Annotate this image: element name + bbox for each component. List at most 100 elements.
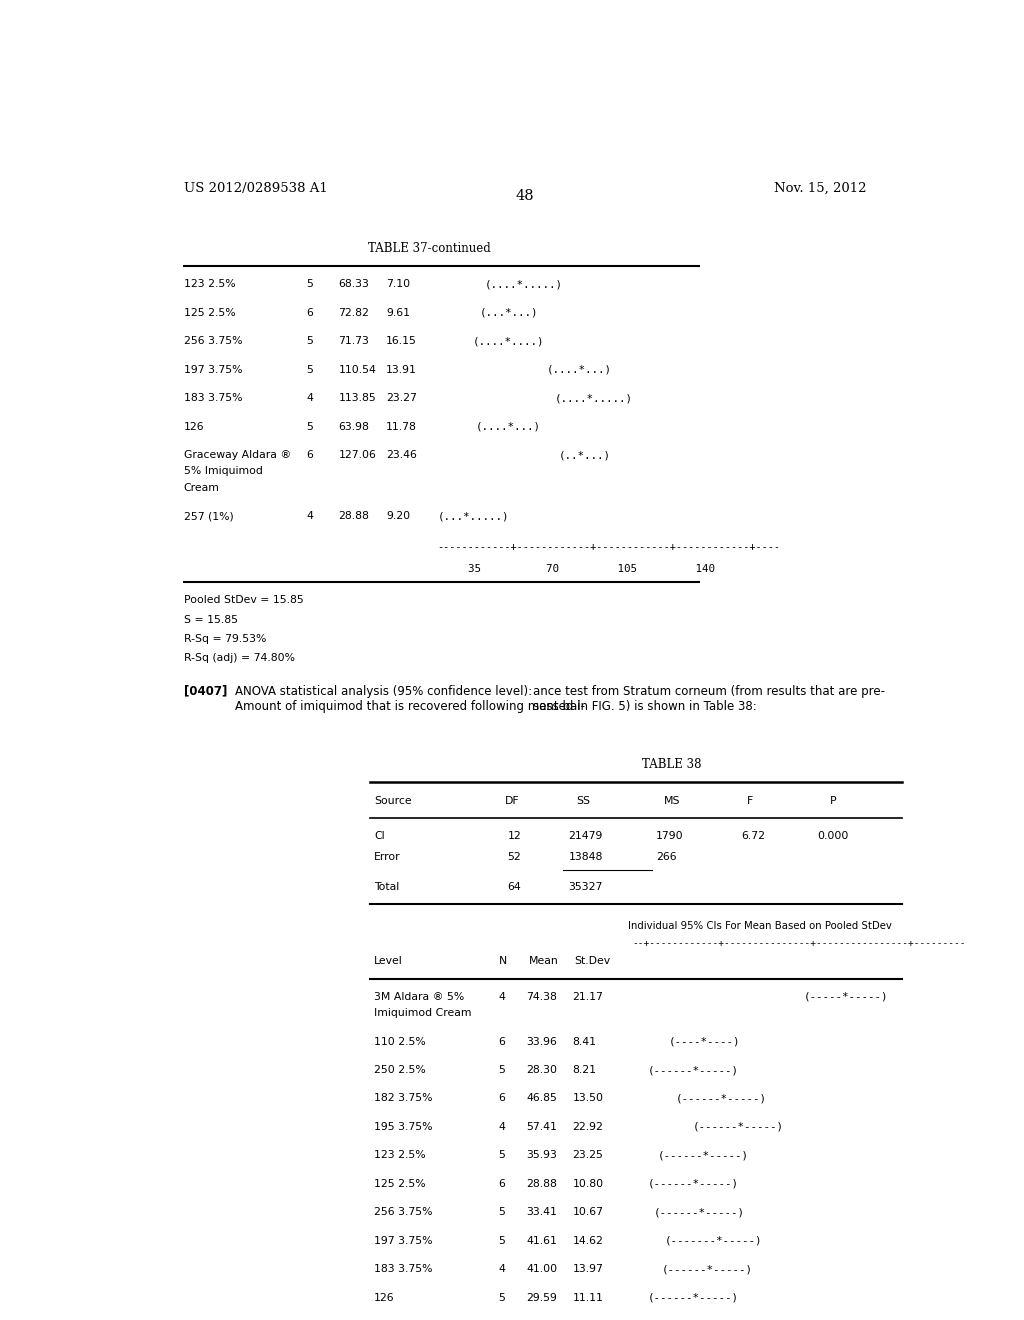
Text: 41.00: 41.00 xyxy=(526,1265,557,1274)
Text: 6: 6 xyxy=(306,450,313,461)
Text: Nov. 15, 2012: Nov. 15, 2012 xyxy=(773,182,866,195)
Text: 72.82: 72.82 xyxy=(338,308,370,318)
Text: ------------+------------+------------+------------+----: ------------+------------+------------+-… xyxy=(437,541,780,552)
Text: (..*...): (..*...) xyxy=(559,450,611,461)
Text: 5: 5 xyxy=(499,1236,506,1246)
Text: MS: MS xyxy=(664,796,680,805)
Text: (....*...): (....*...) xyxy=(475,421,541,432)
Text: 5: 5 xyxy=(306,337,313,346)
Text: (------*-----): (------*-----) xyxy=(648,1292,738,1303)
Text: Individual 95% CIs For Mean Based on Pooled StDev: Individual 95% CIs For Mean Based on Poo… xyxy=(629,921,892,931)
Text: 13.50: 13.50 xyxy=(572,1093,603,1104)
Text: 125 2.5%: 125 2.5% xyxy=(374,1179,426,1189)
Text: 5: 5 xyxy=(306,364,313,375)
Text: 6: 6 xyxy=(499,1036,506,1047)
Text: 183 3.75%: 183 3.75% xyxy=(374,1265,432,1274)
Text: 126: 126 xyxy=(374,1292,394,1303)
Text: 48: 48 xyxy=(515,189,535,203)
Text: Imiquimod Cream: Imiquimod Cream xyxy=(374,1008,471,1018)
Text: 5% Imiquimod: 5% Imiquimod xyxy=(183,466,262,477)
Text: 6: 6 xyxy=(306,308,313,318)
Text: Graceway Aldara ®: Graceway Aldara ® xyxy=(183,450,291,461)
Text: R-Sq (adj) = 74.80%: R-Sq (adj) = 74.80% xyxy=(183,653,295,664)
Text: 7.10: 7.10 xyxy=(386,280,410,289)
Text: 9.20: 9.20 xyxy=(386,511,410,521)
Text: 126: 126 xyxy=(183,421,204,432)
Text: 5: 5 xyxy=(499,1151,506,1160)
Text: Cl: Cl xyxy=(374,832,385,841)
Text: 4: 4 xyxy=(499,1122,506,1133)
Text: 29.59: 29.59 xyxy=(526,1292,557,1303)
Text: (------*-----): (------*-----) xyxy=(693,1122,784,1133)
Text: 4: 4 xyxy=(499,1265,506,1274)
Text: 123 2.5%: 123 2.5% xyxy=(183,280,236,289)
Text: 35327: 35327 xyxy=(568,882,603,892)
Text: 5: 5 xyxy=(499,1292,506,1303)
Text: 22.92: 22.92 xyxy=(572,1122,603,1133)
Text: 5: 5 xyxy=(499,1208,506,1217)
Text: 41.61: 41.61 xyxy=(526,1236,557,1246)
Text: (------*-----): (------*-----) xyxy=(654,1208,745,1217)
Text: 5: 5 xyxy=(306,280,313,289)
Text: P: P xyxy=(830,796,837,805)
Text: St.Dev: St.Dev xyxy=(574,956,610,966)
Text: 12: 12 xyxy=(507,832,521,841)
Text: 257 (1%): 257 (1%) xyxy=(183,511,233,521)
Text: 13.91: 13.91 xyxy=(386,364,417,375)
Text: (-----*-----): (-----*-----) xyxy=(804,991,889,1002)
Text: 28.88: 28.88 xyxy=(338,511,370,521)
Text: 28.30: 28.30 xyxy=(526,1065,557,1074)
Text: (...*...): (...*...) xyxy=(479,308,538,318)
Text: 6: 6 xyxy=(499,1179,506,1189)
Text: (----*----): (----*----) xyxy=(670,1036,740,1047)
Text: 256 3.75%: 256 3.75% xyxy=(183,337,242,346)
Text: Total: Total xyxy=(374,882,399,892)
Text: 0.000: 0.000 xyxy=(817,832,848,841)
Text: DF: DF xyxy=(505,796,519,805)
Text: 46.85: 46.85 xyxy=(526,1093,557,1104)
Text: 63.98: 63.98 xyxy=(338,421,370,432)
Text: 21.17: 21.17 xyxy=(572,991,603,1002)
Text: (...*.....): (...*.....) xyxy=(437,511,509,521)
Text: 127.06: 127.06 xyxy=(338,450,376,461)
Text: 123 2.5%: 123 2.5% xyxy=(374,1151,426,1160)
Text: 57.41: 57.41 xyxy=(526,1122,557,1133)
Text: 14.62: 14.62 xyxy=(572,1236,603,1246)
Text: 6.72: 6.72 xyxy=(741,832,766,841)
Text: TABLE 37-continued: TABLE 37-continued xyxy=(369,242,490,255)
Text: 16.15: 16.15 xyxy=(386,337,417,346)
Text: 23.25: 23.25 xyxy=(572,1151,603,1160)
Text: 28.88: 28.88 xyxy=(526,1179,557,1189)
Text: 182 3.75%: 182 3.75% xyxy=(374,1093,432,1104)
Text: 113.85: 113.85 xyxy=(338,393,376,403)
Text: Mean: Mean xyxy=(528,956,558,966)
Text: Cream: Cream xyxy=(183,483,219,492)
Text: 197 3.75%: 197 3.75% xyxy=(183,364,242,375)
Text: 33.96: 33.96 xyxy=(526,1036,557,1047)
Text: 1790: 1790 xyxy=(655,832,683,841)
Text: 10.80: 10.80 xyxy=(572,1179,603,1189)
Text: ance test from Stratum corneum (from results that are pre-
sented in FIG. 5) is : ance test from Stratum corneum (from res… xyxy=(532,685,885,713)
Text: 33.41: 33.41 xyxy=(526,1208,557,1217)
Text: (------*-----): (------*-----) xyxy=(648,1179,738,1189)
Text: (------*-----): (------*-----) xyxy=(663,1265,753,1274)
Text: 10.67: 10.67 xyxy=(572,1208,603,1217)
Text: 266: 266 xyxy=(655,851,677,862)
Text: N: N xyxy=(499,956,507,966)
Text: 52: 52 xyxy=(507,851,521,862)
Text: 195 3.75%: 195 3.75% xyxy=(374,1122,432,1133)
Text: (------*-----): (------*-----) xyxy=(648,1065,738,1074)
Text: 35.93: 35.93 xyxy=(526,1151,557,1160)
Text: 68.33: 68.33 xyxy=(338,280,370,289)
Text: (------*-----): (------*-----) xyxy=(676,1093,767,1104)
Text: 5: 5 xyxy=(499,1065,506,1074)
Text: 64: 64 xyxy=(507,882,521,892)
Text: (....*.....): (....*.....) xyxy=(485,280,563,289)
Text: 110 2.5%: 110 2.5% xyxy=(374,1036,426,1047)
Text: 35          70         105         140: 35 70 105 140 xyxy=(468,564,715,574)
Text: 23.46: 23.46 xyxy=(386,450,417,461)
Text: (....*....): (....*....) xyxy=(473,337,545,346)
Text: 183 3.75%: 183 3.75% xyxy=(183,393,242,403)
Text: 23.27: 23.27 xyxy=(386,393,417,403)
Text: 4: 4 xyxy=(306,393,313,403)
